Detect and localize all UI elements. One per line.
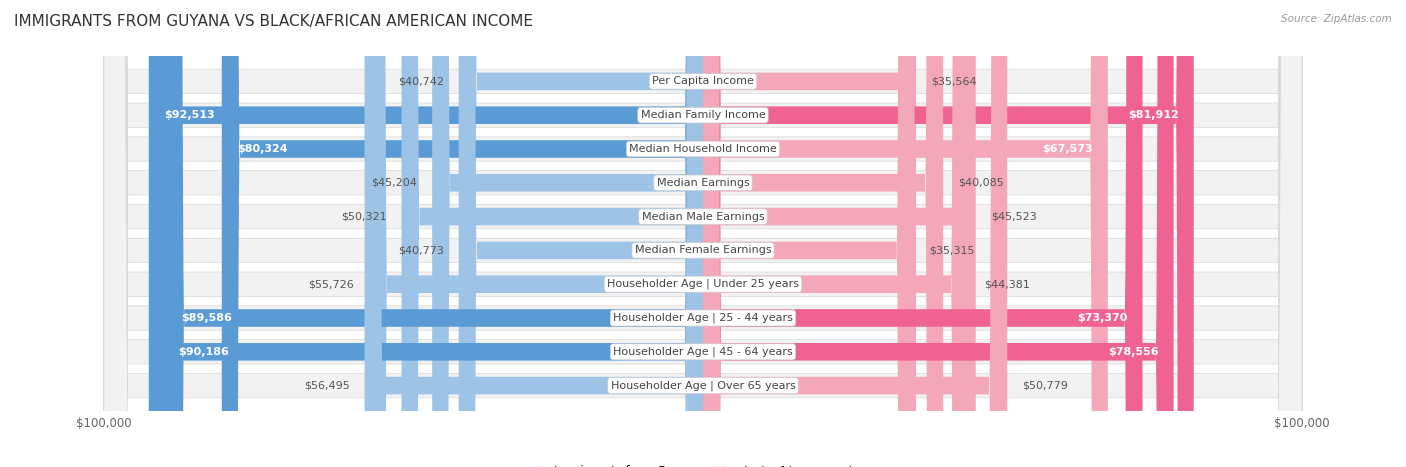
Text: Median Family Income: Median Family Income — [641, 110, 765, 120]
Text: Per Capita Income: Per Capita Income — [652, 77, 754, 86]
Text: Householder Age | Under 25 years: Householder Age | Under 25 years — [607, 279, 799, 290]
Text: $40,085: $40,085 — [957, 178, 1004, 188]
FancyBboxPatch shape — [104, 0, 1302, 467]
Text: $92,513: $92,513 — [163, 110, 214, 120]
Text: $35,564: $35,564 — [931, 77, 977, 86]
Text: $40,773: $40,773 — [398, 245, 444, 255]
Text: Median Earnings: Median Earnings — [657, 178, 749, 188]
Legend: Immigrants from Guyana, Black/African American: Immigrants from Guyana, Black/African Am… — [529, 460, 877, 467]
FancyBboxPatch shape — [703, 0, 1174, 467]
Text: $55,726: $55,726 — [308, 279, 354, 289]
FancyBboxPatch shape — [402, 0, 703, 467]
Text: $73,370: $73,370 — [1077, 313, 1128, 323]
FancyBboxPatch shape — [370, 0, 703, 467]
Text: $90,186: $90,186 — [177, 347, 229, 357]
FancyBboxPatch shape — [703, 0, 917, 467]
FancyBboxPatch shape — [432, 0, 703, 467]
Text: $89,586: $89,586 — [181, 313, 232, 323]
Text: $81,912: $81,912 — [1128, 110, 1178, 120]
Text: $67,573: $67,573 — [1042, 144, 1092, 154]
Text: $50,779: $50,779 — [1022, 381, 1069, 390]
Text: $44,381: $44,381 — [984, 279, 1029, 289]
Text: $80,324: $80,324 — [236, 144, 287, 154]
Text: Source: ZipAtlas.com: Source: ZipAtlas.com — [1281, 14, 1392, 24]
Text: $78,556: $78,556 — [1108, 347, 1159, 357]
Text: $45,204: $45,204 — [371, 178, 418, 188]
FancyBboxPatch shape — [104, 0, 1302, 467]
Text: $50,321: $50,321 — [340, 212, 387, 222]
Text: $45,523: $45,523 — [991, 212, 1036, 222]
FancyBboxPatch shape — [104, 0, 1302, 467]
FancyBboxPatch shape — [703, 0, 1007, 467]
FancyBboxPatch shape — [364, 0, 703, 467]
FancyBboxPatch shape — [703, 0, 969, 467]
Text: $40,742: $40,742 — [398, 77, 444, 86]
FancyBboxPatch shape — [104, 0, 1302, 467]
FancyBboxPatch shape — [703, 0, 1143, 467]
Text: $35,315: $35,315 — [929, 245, 974, 255]
Text: $56,495: $56,495 — [304, 381, 350, 390]
Text: IMMIGRANTS FROM GUYANA VS BLACK/AFRICAN AMERICAN INCOME: IMMIGRANTS FROM GUYANA VS BLACK/AFRICAN … — [14, 14, 533, 29]
FancyBboxPatch shape — [458, 0, 703, 467]
FancyBboxPatch shape — [703, 0, 943, 467]
FancyBboxPatch shape — [703, 0, 976, 467]
FancyBboxPatch shape — [104, 0, 1302, 467]
FancyBboxPatch shape — [104, 0, 1302, 467]
Text: Median Male Earnings: Median Male Earnings — [641, 212, 765, 222]
Text: Median Household Income: Median Household Income — [628, 144, 778, 154]
Text: Householder Age | Over 65 years: Householder Age | Over 65 years — [610, 380, 796, 391]
FancyBboxPatch shape — [703, 0, 1108, 467]
FancyBboxPatch shape — [163, 0, 703, 467]
Text: Householder Age | 25 - 44 years: Householder Age | 25 - 44 years — [613, 313, 793, 323]
FancyBboxPatch shape — [222, 0, 703, 467]
FancyBboxPatch shape — [703, 0, 1194, 467]
FancyBboxPatch shape — [703, 0, 914, 467]
FancyBboxPatch shape — [104, 0, 1302, 467]
FancyBboxPatch shape — [149, 0, 703, 467]
FancyBboxPatch shape — [458, 0, 703, 467]
FancyBboxPatch shape — [104, 0, 1302, 467]
Text: Householder Age | 45 - 64 years: Householder Age | 45 - 64 years — [613, 347, 793, 357]
Text: Median Female Earnings: Median Female Earnings — [634, 245, 772, 255]
FancyBboxPatch shape — [104, 0, 1302, 467]
FancyBboxPatch shape — [166, 0, 703, 467]
FancyBboxPatch shape — [104, 0, 1302, 467]
